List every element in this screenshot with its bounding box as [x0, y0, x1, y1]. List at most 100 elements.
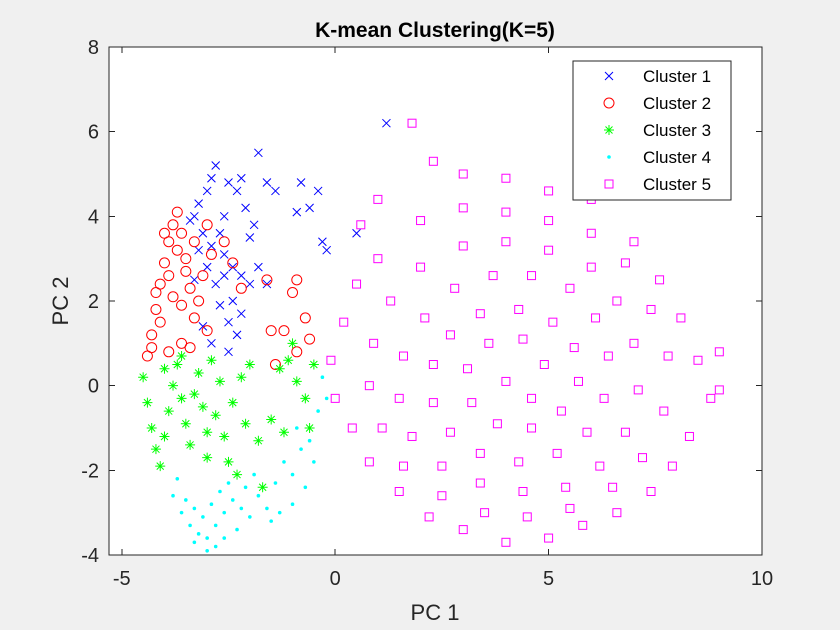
data-point — [196, 532, 201, 536]
data-point — [591, 313, 601, 323]
data-point — [274, 363, 285, 374]
data-point — [655, 275, 665, 285]
x-tick-label: 5 — [543, 568, 554, 590]
y-axis-label: PC 2 — [48, 277, 73, 326]
data-point — [475, 448, 485, 458]
data-point — [398, 461, 408, 471]
y-tick-label: 4 — [88, 206, 99, 228]
data-point — [290, 502, 295, 507]
data-point — [714, 347, 724, 357]
legend: Cluster 1 Cluster 2 Cluster 3 Cluster 4 Clus… — [572, 60, 732, 201]
data-point — [269, 519, 273, 523]
data-point — [249, 220, 259, 230]
data-point — [190, 275, 199, 285]
data-point — [205, 536, 209, 540]
data-point — [659, 406, 669, 416]
data-point — [373, 254, 383, 264]
data-point — [232, 186, 242, 196]
data-point — [207, 173, 216, 183]
legend-entry: Cluster 5 — [604, 175, 711, 194]
data-point — [224, 347, 233, 357]
data-point — [180, 418, 191, 429]
data-point — [667, 461, 677, 471]
y-tick-label: 0 — [88, 376, 99, 398]
data-point — [428, 398, 438, 408]
data-point — [291, 346, 303, 358]
data-point — [488, 271, 498, 281]
data-point — [201, 325, 213, 337]
data-point — [184, 498, 188, 502]
data-point — [278, 325, 290, 337]
data-point — [222, 536, 227, 540]
data-point — [637, 453, 647, 463]
data-point — [382, 118, 391, 128]
data-point — [437, 491, 447, 501]
data-point — [211, 161, 221, 170]
data-point — [154, 316, 166, 328]
series-4 — [171, 375, 329, 553]
data-point — [224, 178, 233, 187]
data-point — [273, 481, 278, 485]
data-point — [518, 487, 528, 496]
data-point — [303, 485, 308, 490]
data-point — [167, 219, 179, 231]
y-tick-label: 8 — [88, 37, 99, 59]
data-point — [450, 283, 460, 293]
data-point — [352, 279, 362, 289]
data-point — [620, 427, 630, 437]
data-point — [256, 493, 261, 498]
data-point — [633, 385, 643, 395]
data-point — [294, 426, 299, 430]
data-point — [291, 274, 303, 286]
data-point — [218, 236, 230, 248]
y-tick-label: 2 — [88, 291, 99, 313]
y-tick-label: -2 — [81, 460, 99, 482]
data-point — [142, 397, 153, 408]
data-point — [518, 334, 528, 344]
data-point — [445, 427, 455, 437]
data-point — [706, 393, 716, 403]
data-point — [171, 206, 183, 218]
data-point — [299, 312, 311, 324]
data-point — [608, 482, 618, 492]
data-point — [269, 359, 281, 370]
data-point — [445, 330, 455, 340]
data-point — [287, 287, 299, 299]
data-point — [262, 178, 272, 187]
data-point — [318, 237, 327, 247]
data-point — [227, 257, 239, 269]
data-point — [646, 487, 656, 496]
data-point — [676, 313, 686, 323]
data-point — [239, 506, 244, 511]
data-point — [544, 245, 554, 255]
data-point — [158, 227, 170, 239]
legend-entry: Cluster 4 — [607, 148, 711, 167]
data-point — [257, 482, 268, 493]
data-point — [693, 355, 703, 365]
data-point — [193, 295, 205, 307]
data-point — [180, 265, 192, 277]
legend-entry: Cluster 1 — [604, 67, 711, 86]
data-point — [202, 262, 212, 272]
data-point — [313, 186, 323, 196]
chart-title: K-mean Clustering(K=5) — [315, 19, 555, 42]
data-point — [544, 533, 554, 543]
data-point — [176, 351, 187, 362]
data-point — [227, 397, 238, 408]
data-point — [484, 338, 494, 348]
data-point — [428, 360, 438, 369]
data-point — [201, 219, 213, 231]
data-point — [180, 253, 192, 265]
data-point — [277, 510, 282, 515]
data-point — [565, 283, 575, 293]
data-point — [184, 282, 196, 294]
data-point — [236, 173, 246, 183]
data-point — [629, 237, 639, 247]
data-point — [527, 271, 537, 281]
data-point — [194, 245, 203, 255]
data-point — [213, 544, 218, 549]
data-point — [424, 512, 434, 522]
data-point — [287, 338, 298, 349]
